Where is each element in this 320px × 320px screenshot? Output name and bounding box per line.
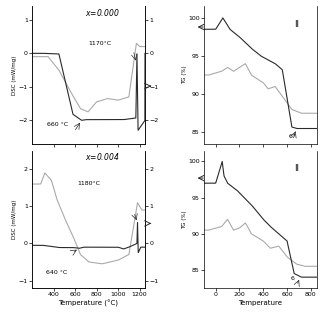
Y-axis label: DSC (mW/mg): DSC (mW/mg) [12, 55, 17, 95]
Y-axis label: DSC (mW/mg): DSC (mW/mg) [12, 200, 17, 239]
Text: $x$=0.004: $x$=0.004 [85, 151, 119, 162]
X-axis label: Temperature (°C): Temperature (°C) [59, 300, 118, 307]
Text: 640 °C: 640 °C [45, 270, 67, 275]
Text: $x$=0.000: $x$=0.000 [85, 7, 119, 18]
Text: 6: 6 [291, 276, 295, 281]
Y-axis label: TG (%): TG (%) [182, 66, 187, 84]
Text: 660 °C: 660 °C [47, 122, 68, 127]
Text: II: II [294, 164, 299, 173]
Text: 67: 67 [289, 134, 296, 139]
Y-axis label: TG (%): TG (%) [182, 210, 187, 228]
Text: 1170°C: 1170°C [89, 41, 112, 46]
Text: 1180°C: 1180°C [77, 181, 100, 186]
Text: II: II [294, 20, 299, 29]
X-axis label: Temperature: Temperature [238, 300, 282, 306]
